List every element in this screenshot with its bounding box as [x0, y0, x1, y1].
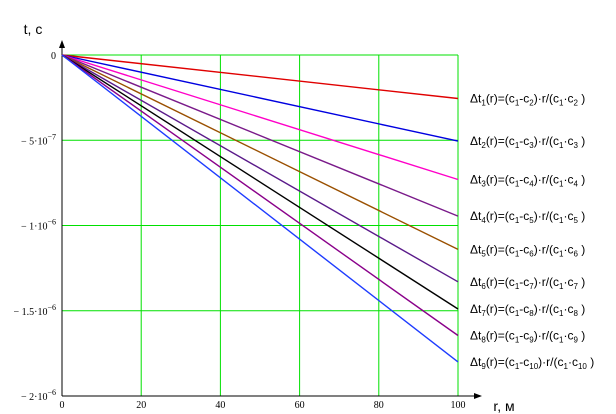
x-axis-arrow: [474, 393, 482, 399]
tick-labels: 0 20 40 60 80 100 0 − 5·10−7 − 1·10−6 − 1.5·10−6 −…: [14, 51, 466, 411]
legend-label-4: Δt4(r)=(c1-c5)·r/(c1·c5 ): [470, 209, 585, 225]
x-tick-label: 100: [451, 400, 466, 411]
y-axis-title: t, c: [24, 21, 43, 37]
legend-label-2: Δt2(r)=(c1-c3)·r/(c1·c3 ): [470, 134, 585, 150]
x-tick-label: 0: [60, 400, 65, 411]
legend-label-6: Δt6(r)=(c1-c7)·r/(c1·c7 ): [470, 275, 585, 291]
legend: Δt1(r)=(c1-c2)·r/(c1·c2 ) Δt2(r)=(c1-c3)·…: [470, 91, 594, 370]
x-tick-label: 40: [215, 400, 225, 411]
series-line-6: [61, 54, 459, 283]
y-tick-label: − 2·10−6: [21, 388, 56, 403]
legend-label-1: Δt1(r)=(c1-c2)·r/(c1·c2 ): [470, 91, 585, 107]
series-line-4: [61, 54, 459, 217]
x-tick-label: 80: [374, 400, 384, 411]
x-axis-title: r, м: [493, 398, 514, 414]
series-lines: [61, 54, 459, 363]
y-tick-label: − 1·10−6: [21, 218, 56, 233]
axes: [59, 40, 482, 399]
series-line-3: [61, 54, 459, 181]
series-line-5: [61, 54, 459, 251]
y-tick-label: − 1.5·10−6: [14, 303, 57, 318]
y-tick-label: 0: [51, 51, 56, 62]
series-line-8: [61, 54, 459, 337]
legend-label-3: Δt3(r)=(c1-c4)·r/(c1·c4 ): [470, 172, 585, 188]
series-line-7: [61, 54, 459, 310]
grid: [61, 54, 459, 397]
legend-label-7: Δt7(r)=(c1-c8)·r/(c1·c8 ): [470, 302, 585, 318]
x-tick-label: 60: [295, 400, 305, 411]
series-line-9: [61, 54, 459, 363]
legend-label-9: Δt9(r)=(c1-c10)·r/(c1·c10 ): [470, 355, 594, 371]
series-line-1: [61, 54, 459, 100]
series-line-2: [61, 54, 459, 142]
y-tick-label: − 5·10−7: [21, 132, 56, 147]
legend-label-5: Δt5(r)=(c1-c6)·r/(c1·c6 ): [470, 242, 585, 258]
legend-label-8: Δt8(r)=(c1-c9)·r/(c1·c9 ): [470, 328, 585, 344]
x-tick-label: 20: [136, 400, 146, 411]
y-axis-arrow: [59, 40, 65, 48]
